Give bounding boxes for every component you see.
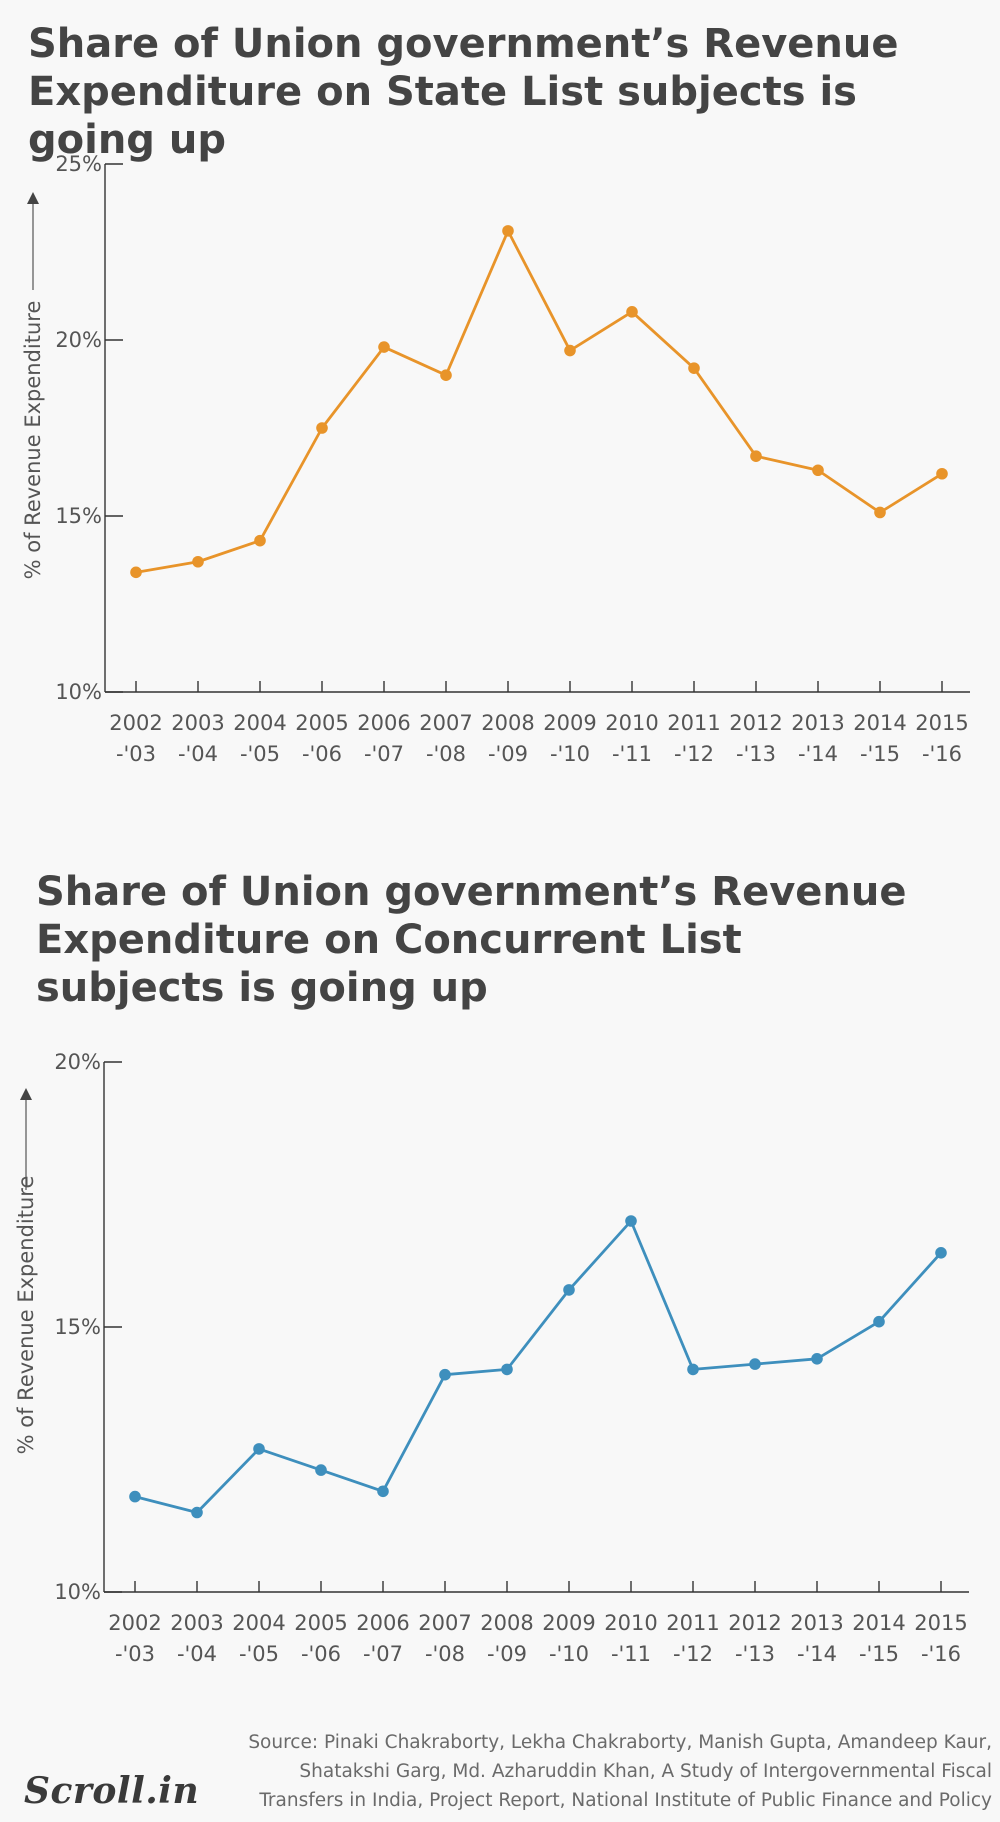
x-tick-label: 2009 -'10 (542, 1611, 595, 1666)
data-point (563, 1284, 575, 1296)
series-line (135, 229, 943, 574)
data-point (688, 362, 700, 374)
data-point (687, 1363, 699, 1376)
x-tick-label: 2006 -'07 (356, 1611, 409, 1666)
x-tick-label: 2007 -'08 (418, 1611, 471, 1666)
x-tick-label: 2013 -'14 (791, 711, 844, 766)
x-tick-label: 2009 -'10 (543, 711, 596, 766)
data-point (254, 534, 266, 547)
x-tick-label: 2015 -'16 (914, 1611, 967, 1666)
data-point (874, 506, 886, 519)
x-tick-label: 2008 -'09 (481, 711, 534, 766)
data-point (501, 1363, 513, 1376)
x-tick-label: 2003 -'04 (170, 1611, 223, 1666)
data-point (749, 1358, 761, 1370)
x-tick-label: 2002 -'03 (109, 711, 162, 766)
data-point (191, 1506, 203, 1519)
x-tick-label: 2014 -'15 (852, 1611, 905, 1666)
x-tick-label: 2004 -'05 (232, 1611, 285, 1666)
y-tick-label: 15% (54, 1315, 101, 1339)
y-tick-label: 10% (54, 1580, 101, 1604)
data-point (625, 1215, 637, 1227)
x-tick-label: 2012 -'13 (728, 1611, 781, 1666)
y-tick-label: 20% (55, 328, 102, 352)
data-point (130, 566, 142, 579)
x-tick-label: 2013 -'14 (790, 1611, 843, 1666)
y-tick-label: 20% (54, 1050, 101, 1074)
y-axis-arrow-icon (27, 192, 39, 204)
y-axis-title: % of Revenue Expenditure (21, 301, 45, 580)
x-tick-label: 2008 -'09 (480, 1611, 533, 1666)
x-tick-label: 2002 -'03 (108, 1611, 161, 1666)
x-tick-label: 2006 -'07 (357, 711, 410, 766)
x-tick-label: 2004 -'05 (233, 711, 286, 766)
x-tick-label: 2005 -'06 (294, 1611, 347, 1666)
data-point (378, 341, 390, 353)
y-axis-arrow-icon (20, 1088, 32, 1100)
data-point (129, 1490, 141, 1503)
data-point (440, 369, 452, 381)
source-line: Source: Pinaki Chakraborty, Lekha Chakra… (248, 1732, 992, 1753)
source-line: Transfers in India, Project Report, Nati… (259, 1790, 992, 1811)
y-axis-title: % of Revenue Expenditure (14, 1176, 38, 1455)
data-point (377, 1485, 389, 1498)
data-point (564, 344, 576, 357)
x-tick-label: 2011 -'12 (667, 711, 720, 766)
source-note: Source: Pinaki Chakraborty, Lekha Chakra… (172, 1728, 992, 1815)
series-line (134, 1219, 943, 1514)
x-tick-label: 2015 -'16 (915, 711, 968, 766)
data-point (502, 225, 514, 237)
source-line: Shatakshi Garg, Md. Azharuddin Khan, A S… (299, 1761, 992, 1782)
data-point (812, 464, 824, 477)
data-point (253, 1443, 265, 1455)
y-tick-label: 10% (55, 680, 102, 704)
data-point (811, 1353, 823, 1365)
data-point (316, 422, 328, 434)
chart-2-title: Share of Union government’s Revenue Expe… (36, 869, 907, 1011)
data-point (192, 555, 204, 568)
x-tick-label: 2005 -'06 (295, 711, 348, 766)
x-tick-label: 2003 -'04 (171, 711, 224, 766)
data-point (873, 1315, 885, 1328)
x-tick-label: 2012 -'13 (729, 711, 782, 766)
chart-1-title: Share of Union government’s Revenue Expe… (28, 21, 899, 163)
data-point (935, 1247, 947, 1259)
data-point (626, 306, 638, 318)
x-tick-label: 2011 -'12 (666, 1611, 719, 1666)
x-tick-label: 2007 -'08 (419, 711, 472, 766)
y-tick-label: 25% (55, 152, 102, 176)
data-point (750, 450, 762, 462)
x-tick-label: 2010 -'11 (605, 711, 658, 766)
data-point (439, 1368, 451, 1381)
y-tick-label: 15% (55, 504, 102, 528)
data-point (315, 1464, 327, 1476)
data-point (936, 467, 948, 480)
x-tick-label: 2010 -'11 (604, 1611, 657, 1666)
x-tick-label: 2014 -'15 (853, 711, 906, 766)
scroll-logo[interactable]: Scroll.in (24, 1770, 200, 1812)
